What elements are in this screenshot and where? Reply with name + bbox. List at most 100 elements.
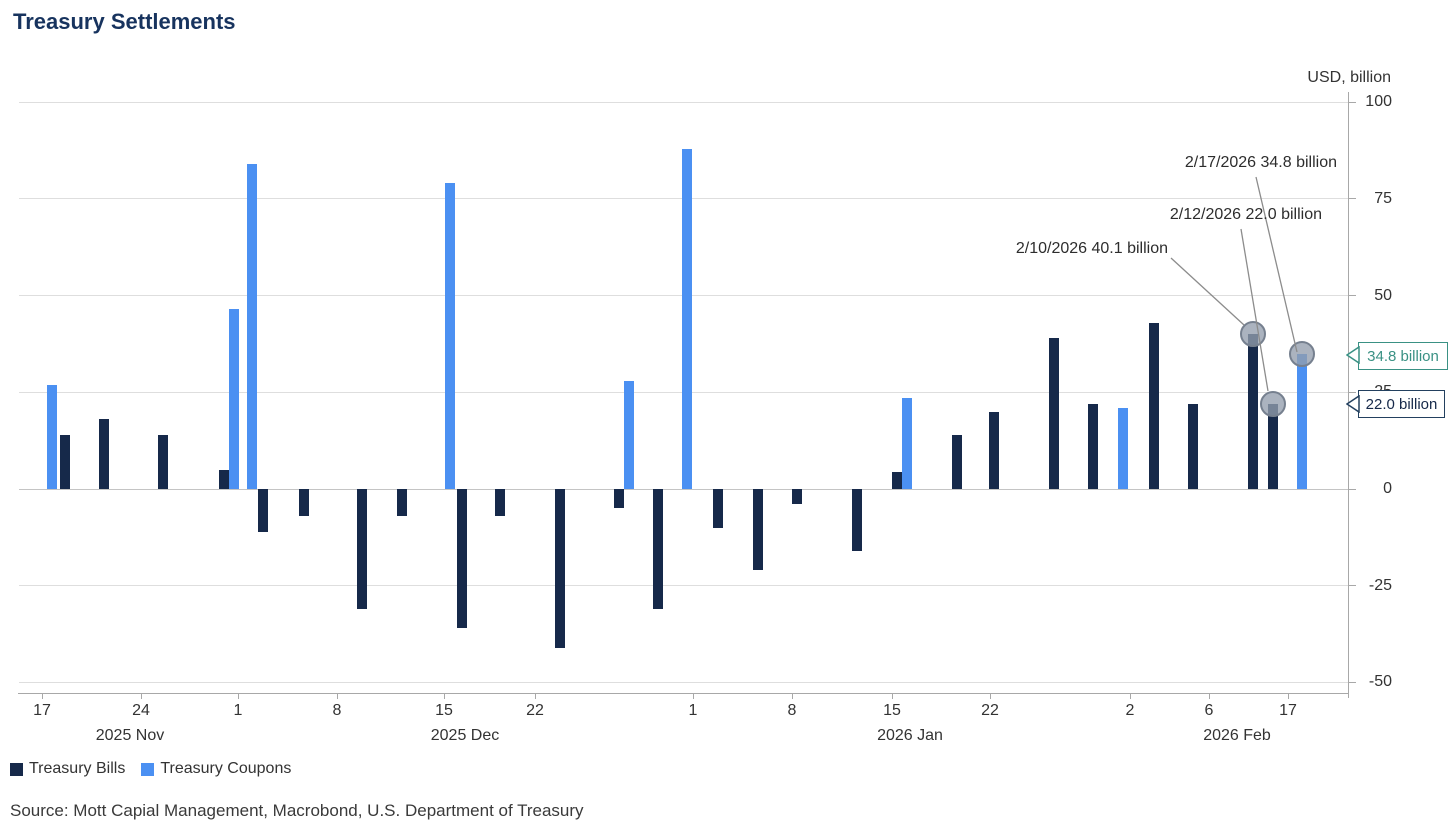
y-axis-tick-label: -25: [1368, 576, 1392, 594]
callout-pointer-icon: [1346, 395, 1360, 413]
treasury-bills-bar[interactable]: [99, 419, 109, 489]
x-axis-tick-label: 1: [233, 702, 243, 719]
x-axis-month-label: 2025 Dec: [430, 727, 500, 744]
x-axis-tick-label: 22: [981, 702, 999, 719]
x-axis-tick-label: 17: [33, 702, 51, 719]
treasury-bills-bar[interactable]: [457, 489, 467, 629]
x-axis-month-label: 2025 Nov: [95, 727, 165, 744]
treasury-coupons-bar[interactable]: [1297, 354, 1307, 489]
x-axis-tick: [792, 694, 793, 699]
y-axis-tick-label: -50: [1368, 673, 1392, 691]
treasury-bills-bar[interactable]: [1248, 333, 1258, 489]
treasury-bills-bar[interactable]: [1268, 403, 1278, 489]
page-title: Treasury Settlements: [13, 9, 236, 34]
legend-label: Treasury Bills: [29, 760, 126, 777]
x-axis-tick-label: 17: [1279, 702, 1297, 719]
gridline-y-100: [19, 101, 1348, 103]
treasury-bills-bar[interactable]: [713, 489, 723, 528]
treasury-bills-bar[interactable]: [1188, 403, 1198, 489]
y-axis-tick-label: 0: [1383, 480, 1392, 497]
x-axis-tick: [444, 694, 445, 699]
treasury-bills-bar[interactable]: [952, 434, 962, 489]
treasury-coupons-bar[interactable]: [902, 398, 912, 489]
legend-label: Treasury Coupons: [160, 760, 292, 777]
treasury-coupons-bar[interactable]: [624, 380, 634, 489]
treasury-coupons-bar[interactable]: [682, 148, 692, 489]
highlight-point-marker[interactable]: [1240, 320, 1266, 347]
y-axis-tick: [1348, 295, 1356, 297]
y-axis-tick: [1348, 101, 1356, 103]
y-axis-tick: [1348, 585, 1356, 587]
x-axis-tick-label: 2: [1125, 702, 1135, 719]
treasury-coupons-bar[interactable]: [229, 309, 239, 489]
treasury-bills-bar[interactable]: [357, 489, 367, 609]
value-callout: 22.0 billion: [1358, 390, 1445, 418]
value-callout: 34.8 billion: [1358, 342, 1448, 370]
point-annotation-label: 2/17/2026 34.8 billion: [1184, 154, 1337, 171]
x-axis-tick: [693, 694, 694, 699]
treasury-bills-bar[interactable]: [219, 469, 229, 489]
x-axis-tick-label: 8: [787, 702, 797, 719]
treasury-bills-bar[interactable]: [892, 471, 902, 489]
x-axis-tick: [1130, 694, 1131, 699]
treasury-coupons-bar[interactable]: [47, 384, 57, 489]
callout-pointer-icon: [1346, 346, 1360, 364]
x-axis-tick: [535, 694, 536, 699]
treasury-bills-bar[interactable]: [397, 489, 407, 517]
treasury-bills-bar[interactable]: [852, 489, 862, 551]
x-axis-tick-label: 15: [435, 702, 453, 719]
treasury-bills-bar[interactable]: [299, 489, 309, 517]
y-axis-tick-label: 100: [1365, 93, 1392, 111]
y-axis-tick-label: 50: [1374, 286, 1392, 304]
x-axis-tick-label: 6: [1204, 702, 1214, 719]
x-axis-tick: [1209, 694, 1210, 699]
treasury-bills-bar[interactable]: [1088, 403, 1098, 489]
legend-swatch-icon: [141, 762, 155, 776]
y-axis-tick: [1348, 391, 1356, 393]
treasury-bills-bar[interactable]: [614, 489, 624, 509]
highlight-point-marker[interactable]: [1260, 390, 1286, 417]
legend-swatch-icon: [10, 762, 23, 776]
x-axis-tick-label: 24: [132, 702, 150, 719]
y-axis-tick: [1348, 198, 1356, 200]
x-axis-month-label: 2026 Jan: [877, 727, 943, 744]
x-axis-tick: [892, 694, 893, 699]
y-axis-tick: [1348, 488, 1356, 490]
legend-item-treasury-coupons[interactable]: Treasury Coupons: [141, 760, 291, 778]
y-axis-tick-label: 75: [1374, 189, 1392, 207]
treasury-coupons-bar[interactable]: [445, 183, 455, 489]
gridline-y--50: [19, 681, 1348, 683]
treasury-bills-bar[interactable]: [1149, 322, 1159, 489]
treasury-bills-bar[interactable]: [158, 434, 168, 489]
source-text: Source: Mott Capial Management, Macrobon…: [10, 801, 584, 820]
treasury-bills-bar[interactable]: [555, 489, 565, 648]
x-axis-tick: [42, 694, 43, 699]
treasury-bills-bar[interactable]: [653, 489, 663, 609]
treasury-bills-bar[interactable]: [1049, 338, 1059, 489]
y-axis-tick: [1348, 681, 1356, 683]
treasury-bills-bar[interactable]: [258, 489, 268, 532]
x-axis-tick: [141, 694, 142, 699]
treasury-bills-bar[interactable]: [792, 489, 802, 505]
x-axis-line: [18, 693, 1349, 694]
treasury-coupons-bar[interactable]: [247, 164, 257, 489]
x-axis-tick-label: 8: [332, 702, 342, 719]
legend-item-treasury-bills[interactable]: Treasury Bills: [10, 760, 125, 778]
y-axis-line: [1348, 92, 1349, 698]
treasury-bills-bar[interactable]: [989, 411, 999, 489]
x-axis-tick: [238, 694, 239, 699]
gridline-y-0: [19, 488, 1348, 490]
highlight-point-marker[interactable]: [1289, 341, 1315, 368]
legend: Treasury Bills Treasury Coupons: [10, 760, 291, 778]
x-axis-tick-label: 22: [526, 702, 544, 719]
treasury-coupons-bar[interactable]: [1118, 407, 1128, 489]
treasury-bills-bar[interactable]: [60, 434, 70, 489]
gridline-y--25: [19, 585, 1348, 587]
y-axis-unit-label: USD, billion: [1307, 69, 1391, 86]
treasury-bills-bar[interactable]: [753, 489, 763, 571]
x-axis-tick: [337, 694, 338, 699]
treasury-bills-bar[interactable]: [495, 489, 505, 517]
point-annotation-label: 2/12/2026 22.0 billion: [1169, 206, 1322, 223]
x-axis-tick-label: 1: [688, 702, 698, 719]
